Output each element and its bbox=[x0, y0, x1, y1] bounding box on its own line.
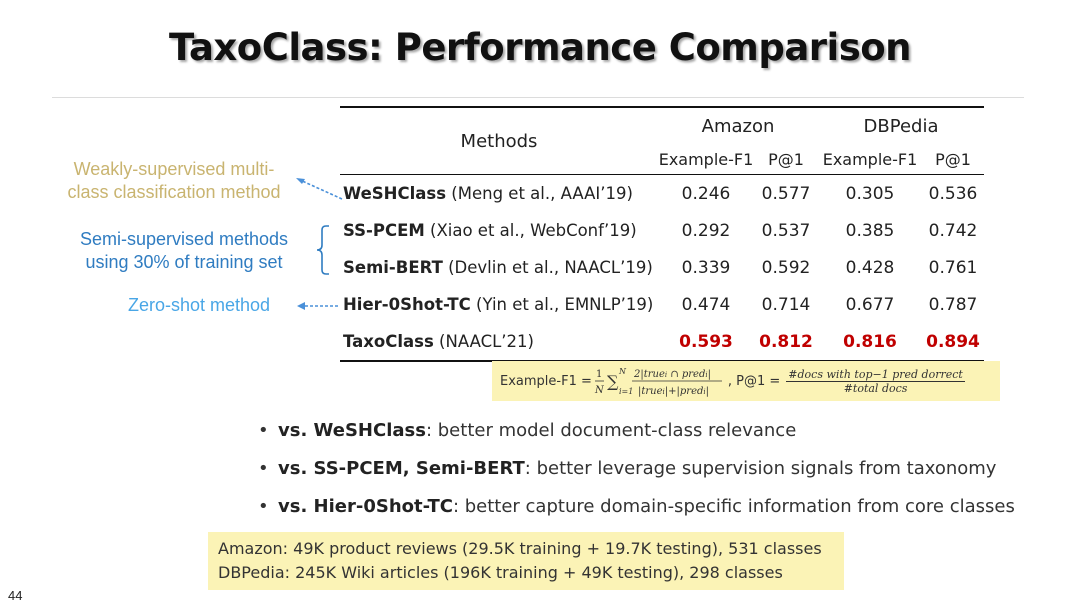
method-citation: (Xiao et al., WebConf’19) bbox=[424, 221, 637, 240]
value-cell: 0.536 bbox=[922, 174, 984, 212]
method-citation: (Yin et al., EMNLP’19) bbox=[470, 295, 654, 314]
svg-text:N: N bbox=[618, 367, 627, 376]
dataset-desc: : 49K product reviews (29.5K training + … bbox=[282, 539, 822, 558]
title-divider bbox=[52, 97, 1024, 98]
value-cell: 0.292 bbox=[681, 220, 731, 241]
metric-formula-box: Example-F1 = 1 N ∑ N i=1 2|truei ∩ predi… bbox=[492, 361, 1000, 401]
best-value-cell: 0.816 bbox=[818, 323, 922, 362]
dbpedia-header: DBPedia bbox=[818, 106, 984, 144]
method-cell: Semi-BERT (Devlin et al., NAACL’19) bbox=[340, 249, 658, 286]
value-cell: 0.677 bbox=[845, 294, 895, 315]
weak-arrow-icon bbox=[296, 178, 343, 200]
weakly-supervised-annotation: Weakly-supervised multi- class classific… bbox=[54, 158, 294, 204]
method-name: WeSHClass bbox=[343, 184, 447, 203]
annotation-line: Weakly-supervised multi- bbox=[73, 159, 275, 179]
value-cell: 0.339 bbox=[681, 257, 731, 278]
value-cell: 0.787 bbox=[928, 294, 978, 315]
ef1-label: Example-F1 = bbox=[500, 373, 592, 389]
annotation-line: Semi-supervised methods bbox=[79, 229, 289, 249]
p1-label: , P@1 = bbox=[727, 373, 781, 389]
value-cell: 0.592 bbox=[761, 257, 811, 278]
zero-shot-arrow-icon bbox=[297, 302, 338, 310]
zero-shot-annotation: Zero-shot method bbox=[128, 295, 271, 315]
annotation-line: using 30% of training set bbox=[85, 252, 283, 272]
bullet-bold: vs. Hier-0Shot-TC bbox=[278, 496, 453, 517]
best-value-cell: 0.812 bbox=[754, 323, 818, 362]
p1-numerator: #docs with top−1 pred dorrect bbox=[786, 367, 965, 382]
value-cell: 0.742 bbox=[928, 220, 978, 241]
method-cell: TaxoClass (NAACL’21) bbox=[340, 323, 658, 362]
page-number: 44 bbox=[8, 588, 23, 603]
metric-header: P@1 bbox=[935, 149, 971, 169]
method-name: Hier-0Shot-TC bbox=[343, 295, 471, 314]
amazon-header: Amazon bbox=[658, 106, 818, 144]
method-name: Semi-BERT bbox=[343, 258, 443, 277]
slide-title: TaxoClass: Performance Comparison bbox=[168, 26, 912, 69]
svg-text:i=1: i=1 bbox=[619, 387, 633, 396]
table-metric-header-row: Example-F1 P@1 Example-F1 P@1 bbox=[340, 144, 984, 175]
table-row: Hier-0Shot-TC (Yin et al., EMNLP’19) 0.4… bbox=[340, 286, 984, 323]
list-item: • vs. SS-PCEM, Semi-BERT: better leverage… bbox=[258, 456, 1015, 494]
bullet-icon: • bbox=[258, 420, 269, 441]
method-name: SS-PCEM bbox=[343, 221, 425, 240]
value-cell: 0.714 bbox=[761, 294, 811, 315]
value-cell: 0.385 bbox=[845, 220, 895, 241]
dataset-line: Amazon: 49K product reviews (29.5K train… bbox=[218, 537, 844, 561]
method-cell: SS-PCEM (Xiao et al., WebConf’19) bbox=[340, 212, 658, 249]
svg-text:∑: ∑ bbox=[607, 372, 619, 391]
table-row-best: TaxoClass (NAACL’21) 0.593 0.812 0.816 0… bbox=[340, 323, 984, 362]
performance-table: Methods Amazon DBPedia Example-F1 P@1 Ex… bbox=[340, 106, 984, 362]
annotation-line: class classification method bbox=[67, 182, 281, 202]
bullet-bold: vs. WeSHClass bbox=[278, 420, 426, 441]
value-cell: 0.246 bbox=[658, 174, 754, 212]
value-cell: 0.474 bbox=[681, 294, 731, 315]
dataset-desc: : 245K Wiki articles (196K training + 49… bbox=[284, 563, 783, 582]
bullet-text: : better model document-class relevance bbox=[425, 420, 797, 441]
svg-text:|truei|+|predi|: |truei|+|predi| bbox=[638, 386, 709, 397]
dataset-name: Amazon bbox=[218, 539, 283, 558]
method-citation: (Devlin et al., NAACL’19) bbox=[442, 258, 653, 277]
table-row: WeSHClass (Meng et al., AAAI’19) 0.246 0… bbox=[340, 174, 984, 212]
value-cell: 0.537 bbox=[761, 220, 811, 241]
value-cell: 0.761 bbox=[928, 257, 978, 278]
table-row: SS-PCEM (Xiao et al., WebConf’19) 0.292 … bbox=[340, 212, 984, 249]
dataset-info-box: Amazon: 49K product reviews (29.5K train… bbox=[208, 532, 844, 590]
value-cell: 0.577 bbox=[754, 174, 818, 212]
svg-text:N: N bbox=[594, 385, 605, 396]
svg-text:2|truei ∩ predi|: 2|truei ∩ predi| bbox=[633, 369, 711, 380]
method-cell: Hier-0Shot-TC (Yin et al., EMNLP’19) bbox=[340, 286, 658, 323]
list-item: • vs. Hier-0Shot-TC: better capture domai… bbox=[258, 494, 1015, 532]
p1-fraction: #docs with top−1 pred dorrect #total doc… bbox=[786, 368, 965, 395]
bracket-icon bbox=[316, 225, 329, 275]
bullet-icon: • bbox=[258, 458, 269, 479]
comparison-bullets: • vs. WeSHClass: better model document-cl… bbox=[258, 418, 1015, 532]
method-citation: (Meng et al., AAAI’19) bbox=[446, 184, 633, 203]
bullet-text: : better capture domain-specific informa… bbox=[452, 496, 1015, 517]
bullet-icon: • bbox=[258, 496, 269, 517]
dataset-name: DBPedia bbox=[218, 563, 285, 582]
table-group-header-row: Methods Amazon DBPedia bbox=[340, 106, 984, 175]
table-row: Semi-BERT (Devlin et al., NAACL’19) 0.33… bbox=[340, 249, 984, 286]
metric-header: P@1 bbox=[768, 149, 804, 169]
svg-text:1: 1 bbox=[596, 369, 602, 380]
methods-header: Methods bbox=[340, 106, 658, 175]
method-cell: WeSHClass (Meng et al., AAAI’19) bbox=[340, 174, 658, 212]
value-cell: 0.305 bbox=[818, 174, 922, 212]
semi-supervised-annotation: Semi-supervised methods using 30% of tra… bbox=[60, 228, 308, 274]
bullet-text: : better leverage supervision signals fr… bbox=[524, 458, 997, 479]
bullet-bold: vs. SS-PCEM, Semi-BERT bbox=[278, 458, 525, 479]
method-citation: (NAACL’21) bbox=[433, 332, 534, 351]
metric-header: Example-F1 bbox=[658, 149, 754, 169]
dataset-line: DBPedia: 245K Wiki articles (196K traini… bbox=[218, 561, 844, 585]
list-item: • vs. WeSHClass: better model document-cl… bbox=[258, 418, 1015, 456]
value-cell: 0.428 bbox=[845, 257, 895, 278]
best-value-cell: 0.894 bbox=[922, 323, 984, 362]
p1-denominator: #total docs bbox=[843, 381, 908, 395]
metric-header: Example-F1 bbox=[822, 149, 918, 169]
ef1-formula-expression: 1 N ∑ N i=1 2|truei ∩ predi| |truei|+|pr… bbox=[594, 367, 722, 397]
best-value-cell: 0.593 bbox=[658, 323, 754, 362]
method-name: TaxoClass bbox=[343, 332, 434, 351]
